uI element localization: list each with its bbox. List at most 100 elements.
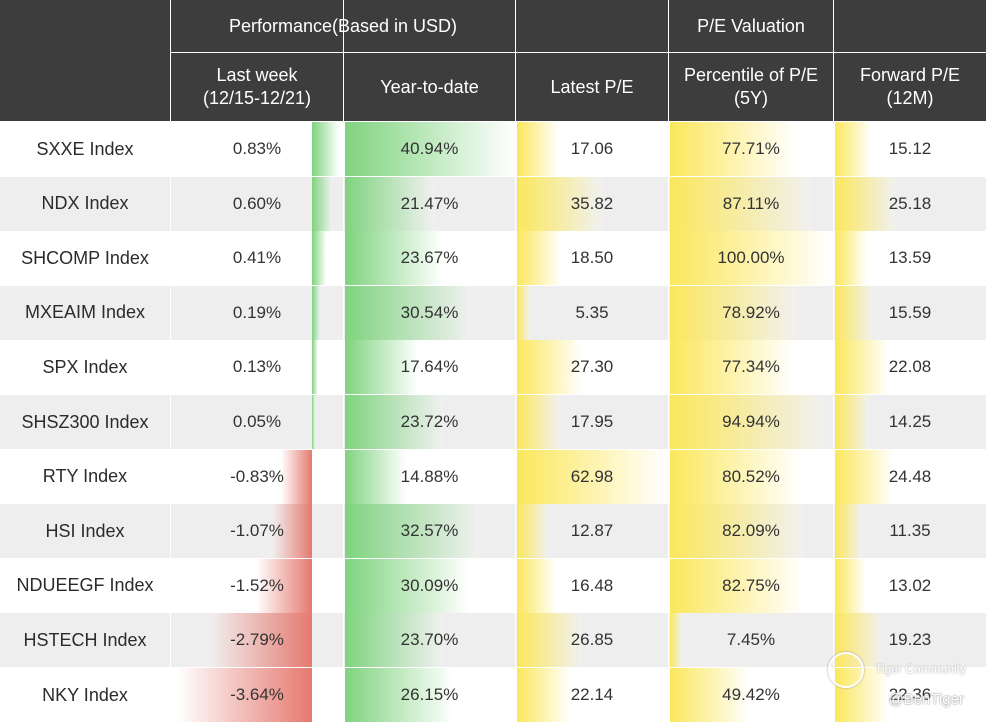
pe-percentile-value: 87.11% [722, 193, 780, 213]
last-week-bar [255, 558, 312, 613]
index-name: NKY Index [42, 684, 128, 705]
pe-percentile-value: 7.45% [726, 630, 776, 650]
header-forward-pe-line1: Forward P/E [859, 65, 961, 85]
last-week-value: 0.60% [232, 193, 282, 213]
last-week-value: 0.41% [232, 248, 282, 268]
pe-percentile-value: 100.00% [717, 248, 785, 268]
latest-pe-value: 16.48 [570, 575, 614, 595]
index-name: SXXE Index [36, 138, 134, 159]
last-week-bar [208, 613, 312, 668]
pe-percentile-bar [670, 504, 803, 559]
header-ytd: Year-to-date [344, 53, 515, 121]
header-corner [0, 0, 170, 121]
tiger-logo-icon [828, 652, 864, 688]
pe-percentile-value: 82.75% [722, 575, 780, 595]
forward-pe-value: 13.02 [888, 575, 932, 595]
forward-pe-bar [835, 285, 873, 340]
forward-pe-value: 13.59 [888, 248, 932, 268]
ytd-bar [345, 340, 418, 395]
last-week-bar [312, 231, 327, 286]
index-name: NDX Index [41, 193, 129, 214]
ytd-value: 23.72% [400, 412, 459, 431]
header-pe-percentile: Percentile of P/E (5Y) [669, 53, 833, 121]
ytd-value: 23.70% [400, 630, 459, 650]
latest-pe-value: 22.14 [570, 685, 614, 704]
last-week-bar [272, 504, 312, 559]
index-name: HSI Index [45, 520, 125, 541]
table-row: NDUEEGF Index -1.52% 30.09% 16.48 82.75% 13.0… [0, 558, 986, 613]
column-divider [668, 0, 669, 722]
forward-pe-value: 11.35 [889, 521, 931, 541]
table-row: MXEAIM Index 0.19% 30.54% 5.35 78.92% 15.59 [0, 285, 986, 340]
latest-pe-value: 26.85 [570, 630, 614, 650]
header-pe-percentile-line2: (5Y) [733, 88, 768, 108]
index-name: HSTECH Index [23, 629, 147, 650]
pe-percentile-bar [670, 122, 796, 176]
header-group-valuation: P/E Valuation [516, 0, 986, 52]
ytd-value: 32.57% [400, 521, 459, 541]
forward-pe-bar [835, 395, 869, 449]
forward-pe-value: 19.23 [888, 630, 932, 650]
last-week-value: 0.83% [232, 139, 282, 158]
ytd-bar [345, 176, 434, 231]
ytd-bar [345, 558, 470, 613]
forward-pe-bar [835, 122, 872, 176]
last-week-bar [312, 176, 332, 231]
ytd-value: 30.54% [400, 302, 459, 322]
last-week-bar [312, 395, 316, 449]
pe-percentile-bar [670, 285, 798, 340]
ytd-bar [345, 395, 443, 449]
last-week-bar [312, 285, 320, 340]
latest-pe-value: 18.50 [570, 248, 614, 268]
ytd-value: 40.94% [400, 139, 459, 158]
ytd-bar [345, 231, 443, 286]
header-forward-pe-line2: (12M) [886, 88, 934, 108]
latest-pe-value: 35.82 [570, 193, 614, 213]
forward-pe-bar [835, 558, 867, 613]
table-row: SHCOMP Index 0.41% 23.67% 18.50 100.00% 13.59 [0, 231, 986, 286]
header-forward-pe: Forward P/E (12M) [834, 53, 986, 121]
header-pe-percentile-line1: Percentile of P/E [683, 65, 819, 85]
pe-percentile-value: 94.94% [722, 412, 780, 431]
latest-pe-bar [517, 122, 558, 176]
ytd-value: 14.88% [400, 466, 459, 486]
index-name: SHSZ300 Index [21, 411, 149, 432]
pe-percentile-value: 80.52% [722, 466, 780, 486]
header-latest-pe-line1: Latest P/E [550, 76, 634, 97]
pe-percentile-bar [670, 668, 751, 722]
latest-pe-bar [517, 668, 570, 722]
table-row: SHSZ300 Index 0.05% 23.72% 17.95 94.94% 14.25 [0, 395, 986, 449]
column-divider [833, 0, 834, 722]
forward-pe-value: 22.36 [888, 685, 932, 704]
latest-pe-value: 5.35 [575, 302, 609, 322]
watermark-handle: @BenTiger [888, 691, 964, 708]
latest-pe-bar [517, 231, 562, 286]
ytd-bar [345, 285, 472, 340]
ytd-bar [345, 613, 443, 668]
header-last-week-line2: (12/15-12/21) [202, 88, 312, 108]
last-week-bar [312, 122, 339, 176]
latest-pe-bar [517, 340, 583, 395]
last-week-value: -3.64% [230, 685, 284, 704]
header-last-week: Last week (12/15-12/21) [171, 53, 343, 121]
ytd-value: 23.67% [400, 248, 459, 268]
latest-pe-value: 62.98 [570, 466, 614, 486]
header-latest-pe: Latest P/E [516, 53, 668, 121]
pe-percentile-bar [670, 395, 824, 449]
ytd-value: 30.09% [400, 575, 459, 595]
ytd-value: 17.64% [400, 357, 459, 377]
pe-percentile-value: 78.92% [722, 302, 780, 322]
latest-pe-value: 17.95 [570, 412, 614, 431]
column-divider [515, 0, 516, 722]
latest-pe-bar [517, 285, 530, 340]
latest-pe-bar [517, 449, 667, 504]
index-name: NDUEEGF Index [16, 575, 154, 596]
pe-percentile-value: 82.09% [722, 521, 780, 541]
pe-percentile-bar [670, 176, 812, 231]
forward-pe-value: 14.25 [888, 412, 932, 431]
watermark-brand: Tiger Community [875, 662, 966, 676]
pe-percentile-bar [670, 613, 683, 668]
ytd-value: 21.47% [400, 193, 459, 213]
last-week-value: 0.13% [232, 357, 282, 377]
